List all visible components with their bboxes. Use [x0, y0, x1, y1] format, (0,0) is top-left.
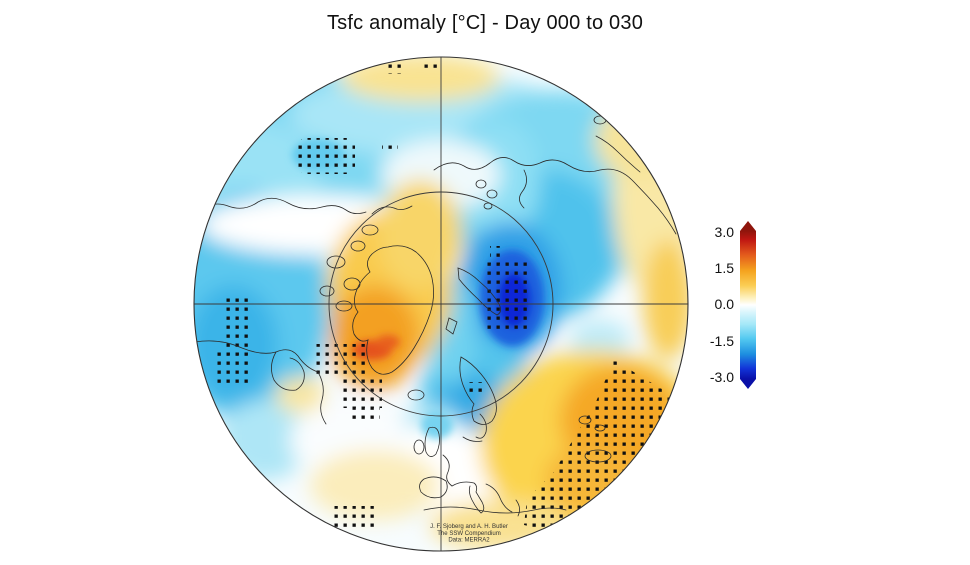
coastline-chukotka	[371, 205, 413, 215]
coastline-novaya-zemlya	[457, 267, 501, 316]
coastline-ireland	[413, 439, 425, 455]
coastline-arctic-island	[335, 300, 353, 312]
coastline-caspian-sea	[643, 441, 657, 469]
map-credit: J. F. Sjoberg and A. H. Butler The SSW C…	[359, 523, 579, 561]
coastline-arctic-island	[319, 285, 335, 297]
coastline-baltic	[475, 413, 487, 439]
coastline-east-siberia	[595, 135, 641, 173]
credit-line-data: Data: MERRA2	[448, 536, 490, 544]
colorbar	[740, 221, 756, 389]
colorbar-tick-3.0: 3.0	[714, 224, 734, 240]
coastline-arctic-island	[326, 255, 346, 269]
coastlines	[194, 115, 677, 517]
coastline-arctic-island	[350, 240, 366, 252]
coastline-black-sea	[584, 449, 612, 463]
polar-map	[194, 57, 688, 551]
coastline-arctic-island	[343, 277, 361, 291]
colorbar-arrow-top	[740, 221, 756, 231]
colorbar-tick-0.0: 0.0	[714, 296, 734, 312]
coastline-hudson-bay	[271, 351, 305, 391]
coastline-north-africa	[423, 506, 567, 514]
coastline-scandinavia	[459, 356, 497, 425]
coastline-great-britain	[424, 426, 440, 457]
credit-line-compendium: The SSW Compendium	[437, 529, 501, 537]
coastline-balkans	[485, 483, 513, 513]
coastline-greece	[515, 499, 520, 517]
map-boundary-circle	[193, 56, 689, 552]
anomaly-field	[194, 57, 688, 550]
coastline-lake-onega	[594, 424, 606, 432]
colorbar-arrow-bottom	[740, 379, 756, 389]
coastline-france	[442, 454, 453, 487]
coastline-labrador	[317, 371, 327, 425]
colorbar-tick-1.5: 1.5	[714, 260, 734, 276]
chart-title: Tsfc anomaly [°C] - Day 000 to 030	[326, 12, 644, 34]
coastline-north-america-arctic	[195, 197, 367, 214]
coastline-lake-ladoga	[578, 415, 592, 425]
graticule-latitude-circle	[328, 191, 554, 417]
stipple-layer	[212, 60, 670, 531]
colorbar-tick--1.5: -1.5	[709, 333, 734, 349]
coastline-siberia	[433, 157, 677, 235]
coastline-italy	[451, 481, 485, 514]
coastline-iceland	[407, 389, 425, 401]
credit-line-authors: J. F. Sjoberg and A. H. Butler	[430, 523, 508, 530]
coastline-greenland	[352, 245, 434, 375]
coastline-arctic-island	[361, 224, 379, 236]
coastline-severnaya-zemlya	[475, 179, 487, 189]
colorbar-tick--3.0: -3.0	[709, 369, 734, 385]
coastline-severnaya-zemlya	[486, 189, 498, 199]
coastline-severnaya-zemlya	[483, 202, 493, 210]
coastline-taymyr	[519, 169, 527, 209]
colorbar-gradient	[740, 231, 756, 379]
graticule	[194, 57, 688, 551]
coastline-denmark	[462, 436, 483, 442]
coastline-svalbard	[445, 317, 458, 335]
